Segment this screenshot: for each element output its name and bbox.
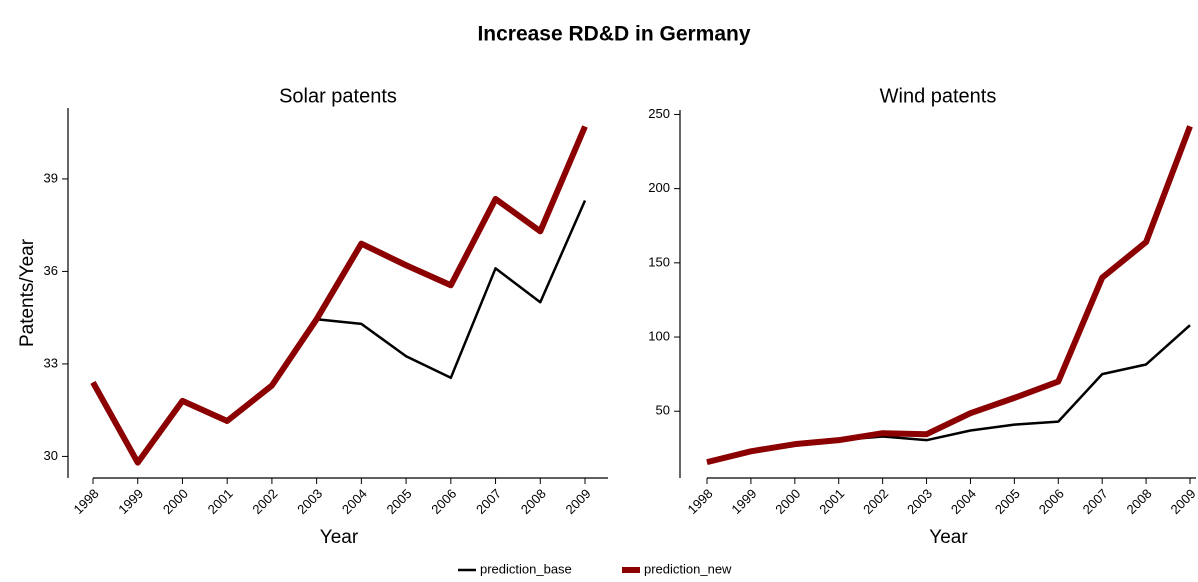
y-tick-label: 100 [648, 328, 670, 343]
y-tick-label: 30 [44, 448, 58, 463]
legend-label: prediction_new [644, 561, 732, 576]
subplot-title: Wind patents [880, 85, 997, 107]
y-tick-label: 50 [656, 403, 670, 418]
line-series [706, 125, 1193, 466]
figure-title: Increase RD&D in Germany [477, 23, 750, 46]
y-tick-label: 250 [648, 106, 670, 121]
y-tick-label: 150 [648, 254, 670, 269]
y-axis-label: Patents/Year [17, 238, 38, 347]
y-tick-label: 200 [648, 180, 670, 195]
x-axis-label: Year [929, 527, 968, 548]
y-tick-label: 36 [44, 263, 58, 278]
y-tick-label: 39 [44, 170, 58, 185]
subplot-title: Solar patents [279, 85, 397, 107]
legend-label: prediction_base [480, 561, 572, 576]
x-axis-label: Year [320, 527, 359, 548]
line-series [90, 125, 588, 466]
y-tick-label: 33 [44, 355, 58, 370]
